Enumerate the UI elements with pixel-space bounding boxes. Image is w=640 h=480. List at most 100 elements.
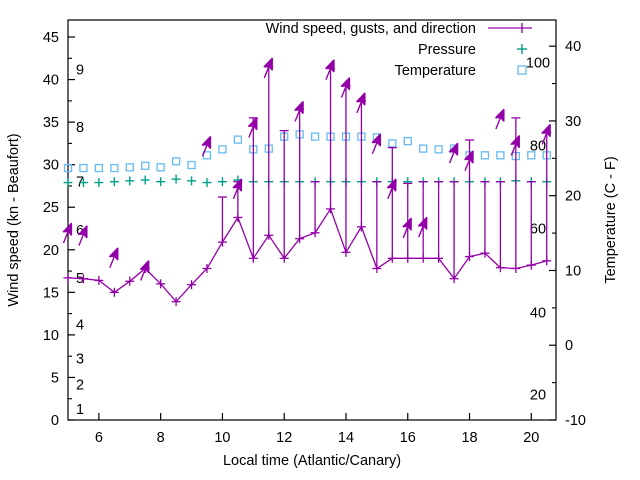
arrow-head bbox=[356, 92, 366, 106]
y2-tick-label: -10 bbox=[565, 413, 586, 429]
wind-direction-arrow bbox=[232, 178, 243, 200]
arrow-head bbox=[201, 135, 212, 149]
wind-direction-arrow bbox=[464, 150, 474, 171]
arrow-head bbox=[340, 77, 351, 91]
y2-tick-label: 20 bbox=[565, 189, 581, 205]
arrow-head bbox=[78, 225, 88, 239]
wind-direction-arrow bbox=[356, 92, 366, 114]
temperature-marker bbox=[156, 163, 165, 172]
temperature-marker bbox=[63, 163, 73, 173]
wind-direction-arrow bbox=[263, 57, 273, 79]
arrow-shaft bbox=[418, 223, 425, 238]
y-axis-title: Wind speed (kn - Beaufort) bbox=[6, 133, 22, 306]
x-tick-label: 14 bbox=[338, 430, 354, 446]
temperature-marker bbox=[403, 136, 412, 146]
wind-direction-arrow bbox=[417, 216, 428, 238]
arrow-shaft bbox=[464, 157, 471, 171]
temperature-marker bbox=[79, 163, 88, 173]
legend-marker bbox=[517, 65, 527, 75]
wind-direction-arrow bbox=[201, 135, 212, 157]
legend-label: Pressure bbox=[418, 42, 476, 58]
temperature-marker bbox=[310, 132, 320, 141]
arrow-head bbox=[248, 117, 258, 131]
arrow-shaft bbox=[387, 185, 394, 200]
arrow-shaft bbox=[248, 124, 255, 138]
wind-direction-arrow bbox=[387, 178, 397, 200]
temperature-marker bbox=[94, 163, 104, 173]
arrow-head bbox=[448, 142, 459, 156]
wind-direction-arrow bbox=[371, 133, 382, 154]
legend-label: Temperature bbox=[395, 63, 476, 79]
fahrenheit-label: 60 bbox=[530, 222, 546, 238]
arrow-head bbox=[495, 108, 505, 122]
wind-direction-arrow bbox=[510, 135, 520, 156]
arrow-shaft bbox=[541, 131, 549, 145]
beaufort-label: 6 bbox=[76, 223, 84, 239]
beaufort-label: 3 bbox=[76, 352, 84, 368]
x-tick-label: 12 bbox=[276, 430, 292, 446]
temperature-marker bbox=[218, 145, 227, 154]
x-tick-label: 6 bbox=[95, 430, 103, 446]
arrow-head bbox=[510, 135, 520, 149]
arrow-head bbox=[139, 260, 150, 274]
y-tick-label: 20 bbox=[43, 243, 59, 259]
y-tick-label: 35 bbox=[43, 115, 59, 131]
arrow-shaft bbox=[448, 149, 456, 164]
temperature-marker bbox=[434, 145, 443, 154]
wind-direction-arrows bbox=[62, 57, 551, 281]
wind-direction-arrow bbox=[78, 225, 88, 246]
arrow-shaft bbox=[402, 224, 410, 239]
x-tick-label: 16 bbox=[400, 430, 416, 446]
x-tick-label: 20 bbox=[523, 430, 539, 446]
y2-tick-label: 0 bbox=[565, 338, 573, 354]
arrow-head bbox=[371, 133, 382, 147]
arrow-shaft bbox=[356, 99, 363, 114]
y-tick-label: 45 bbox=[43, 30, 59, 46]
x-tick-label: 18 bbox=[461, 430, 477, 446]
wind-direction-arrow bbox=[325, 59, 335, 80]
arrow-shaft bbox=[263, 64, 271, 79]
y2-tick-label: 30 bbox=[565, 114, 581, 130]
arrow-shaft bbox=[371, 140, 379, 154]
beaufort-label: 2 bbox=[76, 377, 84, 393]
fahrenheit-label: 100 bbox=[526, 56, 550, 72]
temperature-marker bbox=[171, 157, 181, 166]
arrow-head bbox=[263, 57, 273, 71]
y-tick-label: 25 bbox=[43, 200, 59, 216]
arrow-head bbox=[402, 217, 412, 231]
temperature-marker bbox=[233, 135, 243, 144]
plot-border bbox=[67, 19, 557, 421]
y-tick-label: 10 bbox=[43, 328, 59, 344]
arrow-head bbox=[387, 178, 397, 192]
wind-direction-arrow bbox=[294, 101, 304, 122]
arrow-shaft bbox=[325, 66, 332, 80]
legend-label: Wind speed, gusts, and direction bbox=[266, 21, 476, 37]
y-tick-label: 15 bbox=[43, 285, 59, 301]
y2-axis-title: Temperature (C - F) bbox=[603, 156, 619, 283]
temperature-marker bbox=[527, 151, 536, 160]
beaufort-label: 1 bbox=[76, 402, 84, 418]
wind-direction-arrow bbox=[62, 222, 73, 244]
arrow-head bbox=[62, 222, 73, 236]
temperature-marker bbox=[496, 151, 505, 160]
y2-tick-label: 40 bbox=[565, 39, 581, 55]
y-tick-label: 30 bbox=[43, 158, 59, 174]
temperature-marker bbox=[125, 163, 134, 172]
wind-direction-arrow bbox=[139, 260, 150, 281]
y-tick-label: 40 bbox=[43, 73, 59, 89]
arrow-head bbox=[541, 124, 551, 137]
beaufort-label: 4 bbox=[76, 318, 84, 334]
arrow-shaft bbox=[232, 185, 240, 200]
temperature-marker bbox=[110, 163, 119, 173]
arrow-shaft bbox=[294, 108, 301, 122]
x-tick-label: 8 bbox=[157, 430, 165, 446]
fahrenheit-label: 80 bbox=[530, 139, 546, 155]
wind-direction-arrow bbox=[448, 142, 459, 164]
arrow-shaft bbox=[340, 84, 348, 98]
wind-direction-arrow bbox=[541, 124, 551, 145]
y-tick-label: 0 bbox=[51, 413, 59, 429]
arrow-shaft bbox=[109, 254, 116, 268]
